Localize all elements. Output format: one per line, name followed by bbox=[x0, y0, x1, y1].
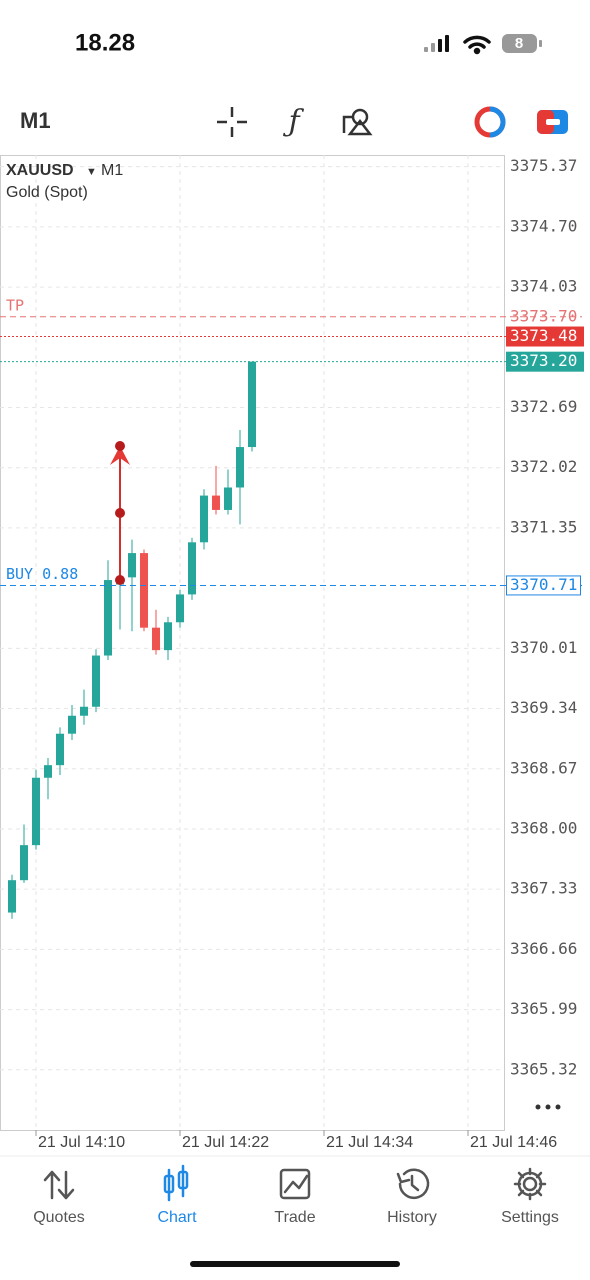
signal-icon bbox=[424, 35, 449, 52]
y-tick-label: 3371.35 bbox=[510, 517, 577, 536]
nav-tab[interactable]: History bbox=[387, 1168, 437, 1226]
candle-body bbox=[188, 542, 196, 595]
status-time: 18.28 bbox=[75, 29, 135, 56]
x-tick-label: 21 Jul 14:34 bbox=[326, 1134, 413, 1151]
chart-frame bbox=[0, 155, 505, 1131]
candle-body bbox=[176, 594, 184, 623]
nav-icon bbox=[513, 1167, 547, 1201]
nav-icon bbox=[163, 1164, 189, 1202]
y-tick-label: 3374.70 bbox=[510, 216, 577, 235]
candle-body bbox=[104, 580, 112, 656]
price-tag-label: 3370.71 bbox=[510, 575, 577, 594]
y-tick-label: 3372.69 bbox=[510, 397, 577, 416]
more-button[interactable] bbox=[535, 1104, 561, 1110]
y-tick-label: 3365.32 bbox=[510, 1059, 577, 1078]
y-tick-label: 3366.66 bbox=[510, 939, 577, 958]
candle-body bbox=[80, 706, 88, 716]
candle-body bbox=[56, 733, 64, 766]
nav-icon bbox=[279, 1168, 311, 1200]
candle-body bbox=[164, 622, 172, 651]
candle-body bbox=[32, 777, 40, 846]
price-tag-label: 3373.70 bbox=[510, 306, 577, 325]
nav-label: Chart bbox=[157, 1209, 197, 1226]
candle-body bbox=[224, 487, 232, 510]
y-tick-label: 3367.33 bbox=[510, 879, 577, 898]
nav-icon bbox=[396, 1168, 430, 1200]
price-tag-label: 3373.48 bbox=[510, 326, 577, 345]
nav-label: Settings bbox=[501, 1209, 559, 1226]
y-tick-label: 3368.00 bbox=[510, 818, 577, 837]
battery-icon bbox=[502, 34, 537, 53]
y-tick-label: 3368.67 bbox=[510, 758, 577, 777]
nav-tab[interactable]: Quotes bbox=[33, 1170, 85, 1226]
battery-tip bbox=[539, 40, 542, 47]
indicators-button[interactable]: ƒ bbox=[282, 104, 304, 139]
crosshair-button[interactable] bbox=[217, 107, 247, 137]
candle-body bbox=[152, 627, 160, 651]
y-tick-label: 3372.02 bbox=[510, 457, 577, 476]
account-icon[interactable] bbox=[474, 106, 506, 138]
candle-body bbox=[8, 880, 16, 913]
symbol-label: XAUUSD bbox=[6, 162, 74, 179]
nav-label: Trade bbox=[274, 1209, 315, 1226]
candle-body bbox=[212, 495, 220, 510]
candle-body bbox=[20, 845, 28, 881]
price-tag bbox=[506, 326, 584, 347]
price-line-name: BUY 0.88 bbox=[6, 565, 78, 583]
y-tick-label: 3370.01 bbox=[510, 638, 577, 657]
x-tick-label: 21 Jul 14:10 bbox=[38, 1134, 125, 1151]
candle-body bbox=[140, 553, 148, 628]
home-indicator bbox=[190, 1261, 400, 1267]
objects-button[interactable] bbox=[342, 108, 373, 136]
x-tick-label: 21 Jul 14:46 bbox=[470, 1134, 557, 1151]
battery-level: 8 bbox=[515, 35, 523, 52]
y-tick-label: 3365.99 bbox=[510, 999, 577, 1018]
candle-body bbox=[92, 655, 100, 707]
price-line-name: TP bbox=[6, 296, 24, 314]
wifi-icon bbox=[463, 35, 491, 55]
candle-body bbox=[236, 447, 244, 488]
price-tag bbox=[506, 575, 581, 596]
nav-icon bbox=[43, 1170, 75, 1200]
trade-arrow bbox=[110, 441, 130, 585]
candle-body bbox=[68, 715, 76, 734]
nav-tab[interactable]: Trade bbox=[274, 1168, 316, 1226]
nav-label: Quotes bbox=[33, 1209, 85, 1226]
nav-tab[interactable]: Settings bbox=[501, 1167, 559, 1226]
candle-body bbox=[44, 765, 52, 778]
y-tick-label: 3369.34 bbox=[510, 698, 577, 717]
x-tick-label: 21 Jul 14:22 bbox=[182, 1134, 269, 1151]
price-tag bbox=[506, 351, 584, 372]
trade-icon[interactable] bbox=[537, 110, 568, 134]
candle-body bbox=[128, 553, 136, 578]
y-tick-label: 3375.37 bbox=[510, 156, 577, 175]
nav-tab[interactable]: Chart bbox=[157, 1164, 197, 1226]
candle-body bbox=[248, 361, 256, 448]
nav-label: History bbox=[387, 1209, 437, 1226]
dropdown-arrow: ▼ bbox=[86, 166, 97, 178]
price-tag-label: 3373.20 bbox=[510, 351, 577, 370]
symbol-description: Gold (Spot) bbox=[6, 184, 88, 201]
timeframe-button[interactable]: M1 bbox=[20, 108, 51, 133]
candle-body bbox=[200, 495, 208, 543]
y-tick-label: 3374.03 bbox=[510, 277, 577, 296]
timeframe-label: M1 bbox=[101, 162, 123, 179]
